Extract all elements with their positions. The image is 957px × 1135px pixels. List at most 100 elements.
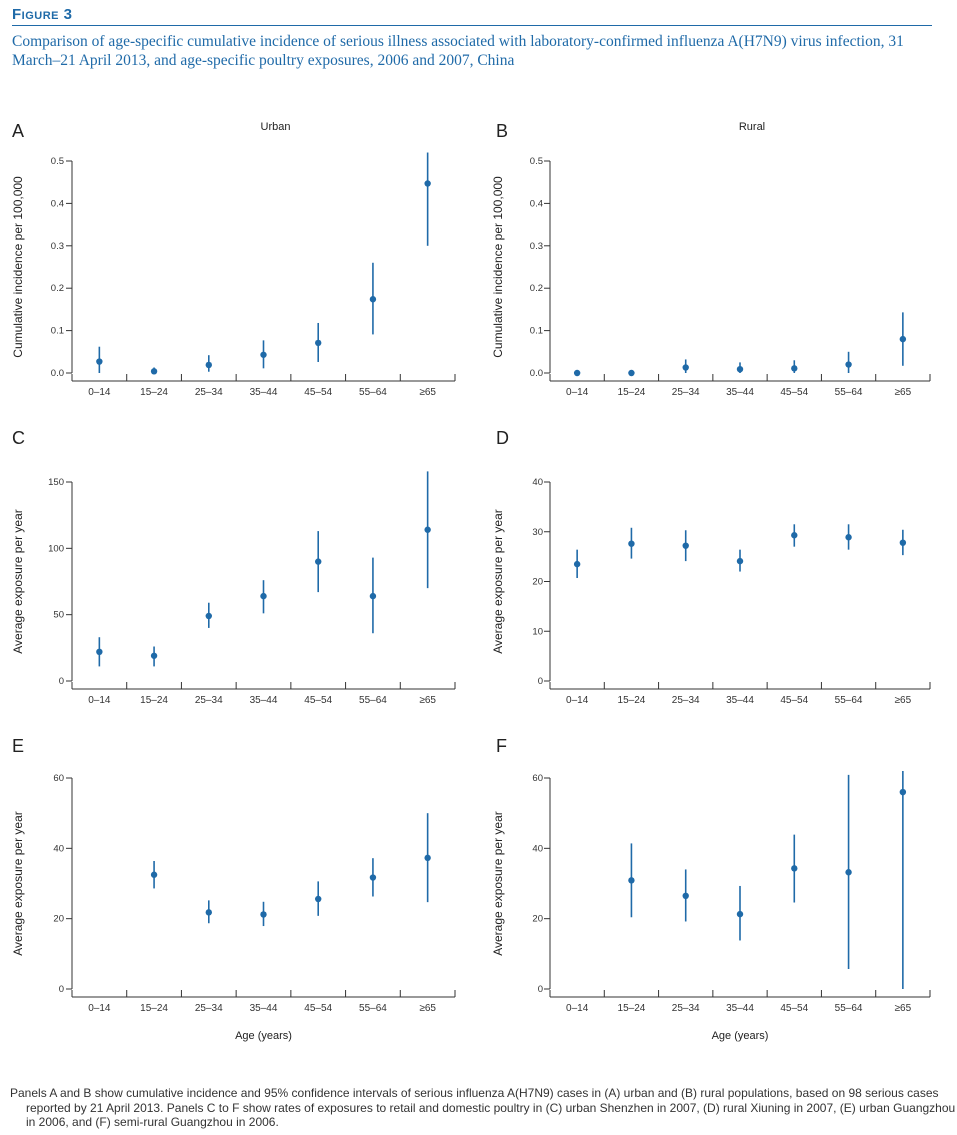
data-point [260,911,267,918]
x-tick-label: 0–14 [88,387,111,398]
data-point [150,368,158,375]
y-tick-label: 0.5 [530,156,543,167]
y-tick-label: 0.0 [51,368,64,379]
y-axis-label: Cumulative incidence per 100,000 [11,176,25,358]
x-tick-label: 35–44 [726,695,754,706]
x-tick-label: 0–14 [88,695,111,706]
panel-letter: D [496,428,509,448]
x-tick-label: 55–64 [359,695,387,706]
x-tick-label: 55–64 [359,387,387,398]
charts-canvas: A Urban 0.0 0.1 0.2 0.3 0.4 0.5 Cumulative incid… [11,121,931,1042]
data-point [736,910,744,918]
panel-d: D 0 10 20 30 40 Average exposure per year 0–14 1… [491,428,931,706]
data-point [628,877,635,884]
x-tick-label: 25–34 [195,695,223,706]
data-point [260,351,267,358]
panel-f: F 0 20 40 60 Average exposure per year 0–14 15–… [491,736,931,1042]
x-tick-label: 0–14 [566,387,589,398]
panel-subtitle: Urban [261,121,291,133]
y-tick-label: 0 [59,676,64,687]
data-point [791,532,798,539]
y-tick-label: 10 [532,626,543,637]
x-tick-label: 15–24 [618,695,646,706]
data-point [628,369,635,377]
panel-e: E 0 20 40 60 Average exposure per year 0–14 15–… [11,736,456,1042]
x-tick-label: 15–24 [618,1003,646,1014]
y-tick-label: 50 [53,610,64,621]
data-point [424,526,431,533]
x-tick-label: ≥65 [419,695,436,706]
panel-letter: A [12,121,24,141]
panel-subtitle: Rural [739,121,765,133]
x-tick-label: 25–34 [672,387,700,398]
data-point [736,365,744,373]
y-tick-label: 0.2 [51,283,64,294]
y-tick-label: 0.4 [51,198,64,209]
x-tick-label: 55–64 [835,695,863,706]
data-point [628,540,635,547]
x-tick-label: 25–34 [195,387,223,398]
y-tick-label: 0 [538,984,543,995]
x-tick-label: 35–44 [250,1003,278,1014]
data-point [205,361,212,369]
x-tick-label: ≥65 [419,1003,436,1014]
data-point [899,539,907,546]
x-tick-label: 45–54 [780,387,808,398]
data-point [682,364,689,371]
x-tick-label: ≥65 [895,387,912,398]
data-point [315,339,322,347]
panel-c: C 0 50 100 150 Average exposure per year 0–14 1… [11,428,456,706]
data-point [150,871,158,878]
x-tick-label: 35–44 [250,695,278,706]
y-tick-label: 0.3 [51,241,64,252]
x-tick-label: 15–24 [140,1003,168,1014]
y-tick-label: 0.0 [530,368,543,379]
y-axis-label: Cumulative incidence per 100,000 [491,176,505,358]
x-tick-label: 35–44 [726,1003,754,1014]
y-tick-label: 40 [53,843,64,854]
x-tick-label: 45–54 [304,1003,332,1014]
data-point [899,335,907,343]
y-tick-label: 40 [532,477,543,488]
y-tick-label: 150 [48,477,64,488]
x-tick-label: 45–54 [304,695,332,706]
data-point [315,558,322,565]
data-point [682,892,689,900]
y-axis-label: Average exposure per year [11,509,25,654]
data-point [369,296,377,303]
x-tick-label: 25–34 [672,695,700,706]
x-tick-label: 55–64 [359,1003,387,1014]
data-point [315,895,322,903]
data-point [260,592,267,600]
x-tick-label: ≥65 [895,695,912,706]
data-point [573,369,581,377]
data-point [96,358,103,365]
x-tick-label: 15–24 [618,387,646,398]
x-tick-label: 45–54 [780,1003,808,1014]
data-point [96,648,103,656]
data-point [424,854,431,862]
y-axis-label: Average exposure per year [491,811,505,956]
data-point [845,534,852,541]
data-point [736,557,744,565]
x-tick-label: ≥65 [419,387,436,398]
y-tick-label: 30 [532,527,543,538]
y-tick-label: 20 [53,914,64,925]
x-tick-label: 25–34 [672,1003,700,1014]
x-tick-label: 0–14 [566,1003,589,1014]
y-tick-label: 0.3 [530,241,543,252]
x-tick-label: 15–24 [140,695,168,706]
y-axis-label: Average exposure per year [491,509,505,654]
panel-letter: C [12,428,25,448]
data-point [573,560,581,568]
figure-title: Comparison of age-specific cumulative in… [12,33,904,69]
y-tick-label: 0.5 [51,156,64,167]
y-tick-label: 0.4 [530,198,543,209]
panel-a: A Urban 0.0 0.1 0.2 0.3 0.4 0.5 Cumulative incid… [11,121,456,398]
data-point [369,874,377,881]
y-tick-label: 40 [532,843,543,854]
y-tick-label: 0.1 [530,326,543,337]
x-tick-label: 55–64 [835,387,863,398]
x-tick-label: 55–64 [835,1003,863,1014]
x-tick-label: 0–14 [88,1003,111,1014]
